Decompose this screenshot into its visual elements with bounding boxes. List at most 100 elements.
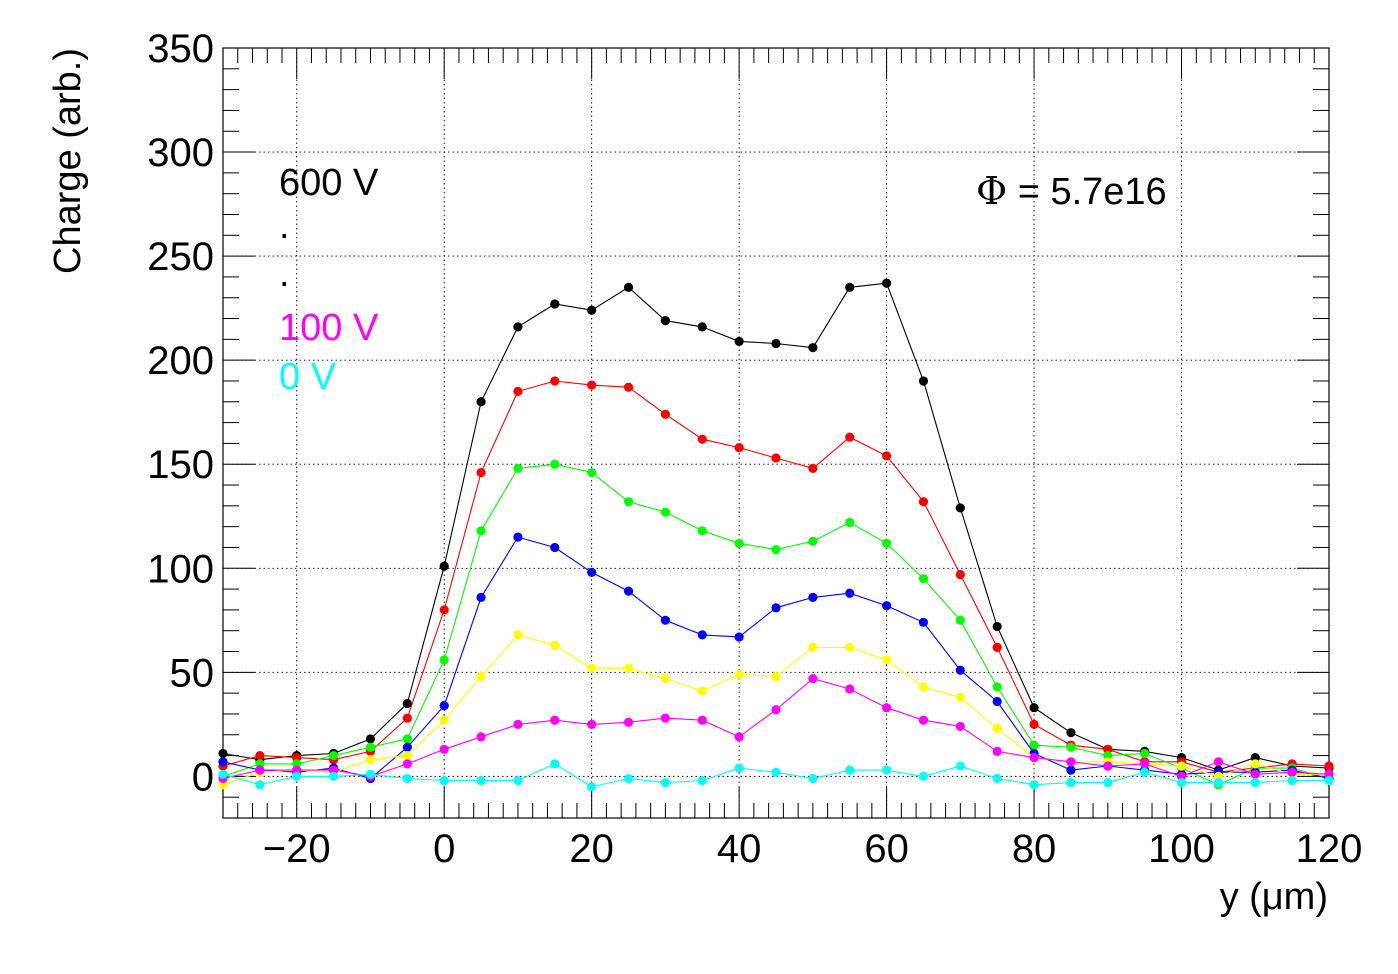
data-point-0v xyxy=(955,761,965,771)
legend-entry-dot-1: . xyxy=(279,205,290,247)
legend-entry-0v: 0 V xyxy=(279,356,337,398)
x-tick-labels: −20 0 20 40 60 80 100 120 xyxy=(263,827,1363,871)
data-point-100v xyxy=(882,703,892,713)
data-point-300v xyxy=(918,617,929,627)
data-point-0v xyxy=(992,773,1002,784)
y-tick-label: 150 xyxy=(147,443,214,487)
data-point-200v xyxy=(882,655,892,665)
data-point-400v xyxy=(918,574,929,584)
x-tick-label: 20 xyxy=(569,827,614,871)
data-point-100v xyxy=(476,732,486,742)
data-point-400v xyxy=(550,459,560,469)
data-point-400v xyxy=(365,742,376,752)
data-point-400v xyxy=(329,750,339,761)
data-point-400v xyxy=(513,463,523,473)
data-point-200v xyxy=(402,750,412,761)
y-tick-label: 300 xyxy=(147,131,214,175)
data-point-100v xyxy=(623,717,634,727)
data-point-600v xyxy=(992,621,1002,632)
data-point-600v xyxy=(218,748,228,759)
data-point-0v xyxy=(550,759,560,769)
data-point-300v xyxy=(955,665,965,675)
data-point-0v xyxy=(255,780,265,790)
data-point-100v xyxy=(918,715,929,725)
data-point-200v xyxy=(587,663,597,673)
data-point-0v xyxy=(402,773,412,784)
data-point-0v xyxy=(1213,778,1223,788)
data-point-600v xyxy=(697,322,707,332)
data-point-0v xyxy=(476,775,486,786)
data-point-300v xyxy=(513,532,523,542)
data-point-600v xyxy=(550,299,560,309)
data-point-600v xyxy=(660,316,671,326)
data-point-100v xyxy=(845,684,855,694)
data-point-600v xyxy=(808,343,818,353)
plot-frame xyxy=(222,47,1330,819)
series-100v xyxy=(218,673,1334,784)
data-point-400v xyxy=(734,538,744,548)
data-point-100v xyxy=(550,715,560,725)
data-point-400v xyxy=(402,734,412,744)
phi-symbol: Φ xyxy=(976,169,1007,213)
data-point-300v xyxy=(476,592,486,603)
data-point-500v xyxy=(734,442,744,453)
data-point-200v xyxy=(955,692,965,702)
series-0v xyxy=(218,759,1334,792)
data-point-600v xyxy=(439,561,449,571)
data-point-0v xyxy=(1324,775,1334,786)
data-point-500v xyxy=(550,376,560,386)
data-point-300v xyxy=(697,630,707,640)
data-point-600v xyxy=(1029,703,1039,713)
data-point-200v xyxy=(1176,761,1187,771)
x-tick-label: 60 xyxy=(864,827,909,871)
data-point-600v xyxy=(1066,728,1076,738)
y-tick-label: 0 xyxy=(192,755,214,799)
data-point-500v xyxy=(771,453,781,463)
data-point-300v xyxy=(402,742,412,752)
data-point-600v xyxy=(918,376,929,386)
y-tick-labels: 0 50 100 150 200 250 300 350 xyxy=(147,27,214,799)
data-point-100v xyxy=(439,744,449,754)
y-axis-label: Charge (arb.) xyxy=(47,48,89,274)
data-point-0v xyxy=(1066,778,1076,788)
data-point-500v xyxy=(955,569,965,580)
legend-entry-600v: 600 V xyxy=(279,162,379,204)
data-point-400v xyxy=(955,615,965,625)
data-point-100v xyxy=(1029,753,1039,763)
y-tick-label: 100 xyxy=(147,547,214,591)
data-point-400v xyxy=(845,517,855,528)
x-tick-label: 0 xyxy=(433,827,455,871)
series-layer xyxy=(218,278,1334,792)
data-point-400v xyxy=(697,526,707,536)
data-point-200v xyxy=(550,640,560,650)
data-point-0v xyxy=(1029,780,1039,790)
data-point-300v xyxy=(660,615,671,625)
data-point-600v xyxy=(476,397,486,407)
data-point-600v xyxy=(513,322,523,332)
data-point-100v xyxy=(955,721,965,732)
data-point-0v xyxy=(1103,778,1113,788)
data-point-0v xyxy=(808,773,818,784)
data-point-500v xyxy=(623,382,634,392)
data-point-100v xyxy=(808,673,818,684)
x-tick-label: −20 xyxy=(263,827,331,871)
data-point-0v xyxy=(845,765,855,775)
data-point-200v xyxy=(771,671,781,682)
data-point-100v xyxy=(1103,761,1113,771)
y-tick-label: 50 xyxy=(170,651,215,695)
data-point-500v xyxy=(882,451,892,461)
fluence-annotation: Φ = 5.7e16 xyxy=(976,169,1167,213)
data-point-400v xyxy=(660,507,671,517)
data-point-0v xyxy=(1287,775,1297,786)
data-point-0v xyxy=(771,767,781,777)
data-point-500v xyxy=(439,605,449,615)
data-point-0v xyxy=(218,769,228,779)
data-point-0v xyxy=(697,775,707,786)
data-point-400v xyxy=(992,682,1002,692)
y-tick-label: 350 xyxy=(147,27,214,71)
data-point-0v xyxy=(882,765,892,775)
data-point-200v xyxy=(734,669,744,680)
data-point-500v xyxy=(513,386,523,396)
data-point-200v xyxy=(808,642,818,652)
